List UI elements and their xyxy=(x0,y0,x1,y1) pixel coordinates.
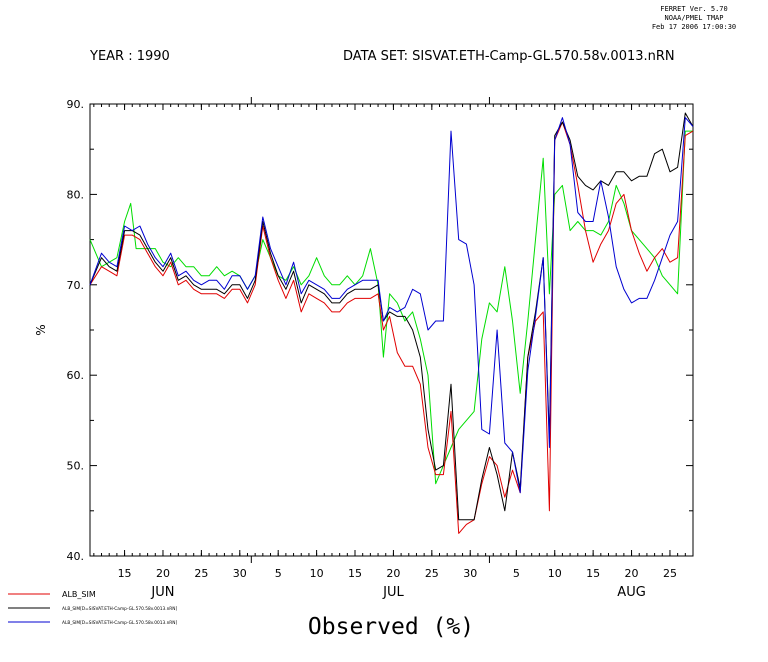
series-layer xyxy=(89,112,694,534)
x-tick-label: 25 xyxy=(194,567,208,580)
series-line-2 xyxy=(89,112,694,521)
series-line-3 xyxy=(89,117,694,494)
y-tick-label: 70. xyxy=(67,279,85,292)
x-tick-label: 20 xyxy=(625,567,639,580)
series-line-0 xyxy=(89,130,693,485)
y-tick-label: 60. xyxy=(67,369,85,382)
x-tick-label: 30 xyxy=(233,567,247,580)
x-tick-label: 25 xyxy=(663,567,677,580)
ferret-date-text: Feb 17 2006 17:00:30 xyxy=(652,23,736,31)
x-tick-label: 25 xyxy=(425,567,439,580)
x-tick-label: 5 xyxy=(513,567,520,580)
y-tick-label: 50. xyxy=(67,460,85,473)
x-tick-label: 15 xyxy=(586,567,600,580)
x-tick-label: 20 xyxy=(156,567,170,580)
x-axis: 15 20 25 30 5 10 15 20 25 30 5 10 15 20 25 JUN JUL AUG xyxy=(93,97,694,600)
y-axis-label: % xyxy=(34,324,48,335)
dataset-label: DATA SET: SISVAT.ETH-Camp-GL.570.58v.001… xyxy=(343,49,675,64)
y-axis: 40. 50. 60. 70. 80. 90. xyxy=(67,98,693,563)
y-tick-label: 40. xyxy=(67,550,85,563)
ferret-org-text: NOAA/PMEL TMAP xyxy=(664,14,723,22)
ferret-version-text: FERRET Ver. 5.70 xyxy=(660,5,727,13)
x-tick-label: 15 xyxy=(118,567,132,580)
x-tick-label: 5 xyxy=(275,567,282,580)
chart-title: Observed (%) xyxy=(308,614,474,640)
x-tick-label: 20 xyxy=(386,567,400,580)
x-tick-label: 10 xyxy=(548,567,562,580)
month-label: JUN xyxy=(150,585,174,600)
legend-label-black-dataset: ALB_SIM[D=SISVAT.ETH-Camp-GL.570.58v.001… xyxy=(62,606,177,612)
legend-label-blue-dataset: ALB_SIM[D=SISVAT.ETH-Camp-GL.570.58v.001… xyxy=(62,620,177,626)
legend-label-alb-sim: ALB_SIM xyxy=(62,590,96,599)
year-label: YEAR : 1990 xyxy=(89,49,170,64)
legend: ALB_SIM ALB_SIM[D=SISVAT.ETH-Camp-GL.570… xyxy=(8,590,177,626)
month-label: JUL xyxy=(382,585,404,600)
plot-frame xyxy=(89,103,694,557)
x-tick-label: 10 xyxy=(310,567,324,580)
x-tick-label: 30 xyxy=(463,567,477,580)
series-line-1 xyxy=(89,121,694,534)
y-tick-label: 80. xyxy=(67,188,85,201)
y-tick-label: 90. xyxy=(67,98,85,111)
x-tick-label: 15 xyxy=(348,567,362,580)
month-label: AUG xyxy=(617,585,645,600)
